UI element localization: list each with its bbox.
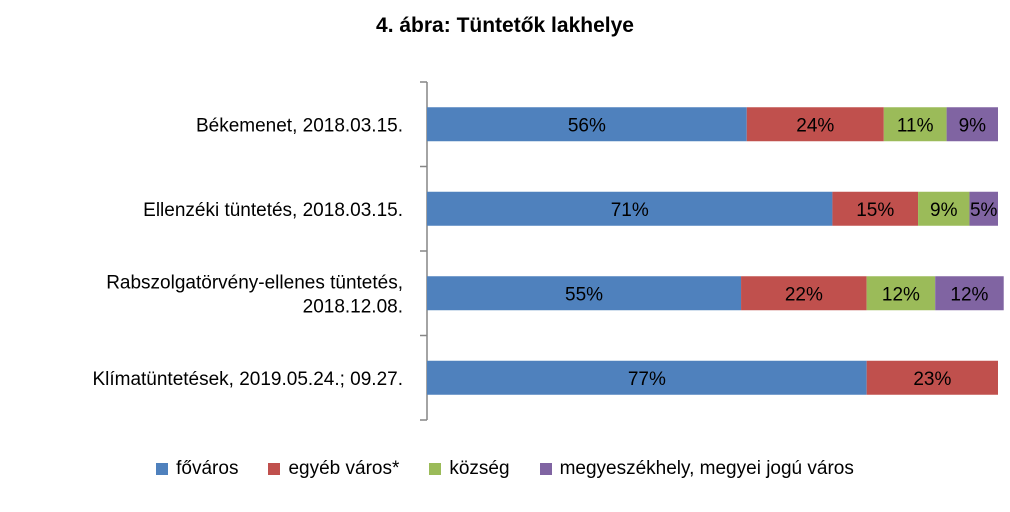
bar-segment [741,276,867,311]
legend-label: község [449,458,510,479]
data-label: 15% [856,200,894,221]
legend-item: község [429,458,510,480]
legend-label: megyeszékhely, megyei jogú város [559,458,854,479]
bar-segment [969,191,998,226]
data-label: 24% [796,115,834,136]
data-label: 5% [970,200,998,221]
data-label: 22% [785,284,823,305]
bar-segment [918,191,970,226]
data-label: 11% [897,115,934,136]
legend-swatch [539,463,552,475]
bar-segment [866,276,936,311]
legend-label: főváros [176,458,239,479]
bar-segment [427,276,742,311]
legend-swatch [156,463,169,475]
data-label: 77% [628,369,666,390]
bar-segment [746,107,884,142]
data-label: 9% [959,115,987,136]
bar-segment [946,107,998,142]
category-label: Ellenzéki tüntetés, 2018.03.15. [143,200,403,221]
legend-swatch [429,463,442,475]
category-label: Békemenet, 2018.03.15. [196,115,403,136]
legend: főváros egyéb város* község megyeszékhely, … [0,458,1010,480]
legend-item: főváros [156,458,238,480]
legend-item: megyeszékhely, megyei jogú város [539,458,854,480]
data-label: 56% [568,115,606,136]
data-label: 9% [930,200,958,221]
category-label: Klímatüntetések, 2019.05.24.; 09.27. [92,369,403,390]
category-label: Rabszolgatörvény-ellenes tüntetés, 2018.1… [106,272,403,317]
bar-segment [427,191,833,226]
bar-segment [427,107,747,142]
data-label: 23% [913,369,951,390]
legend-item: egyéb város* [268,458,399,480]
bar-segment [935,276,1004,311]
chart-title: 4. ábra: Tüntetők lakhelye [376,14,634,37]
bar-segment [883,107,947,142]
legend-label: egyéb város* [288,458,400,479]
bar-segment [832,191,919,226]
bar-segment [427,360,867,395]
legend-swatch [268,463,281,475]
data-label: 12% [950,284,988,305]
bar-segment [866,360,998,395]
data-label: 71% [611,200,649,221]
data-label: 55% [565,284,603,305]
data-label: 12% [882,284,920,305]
